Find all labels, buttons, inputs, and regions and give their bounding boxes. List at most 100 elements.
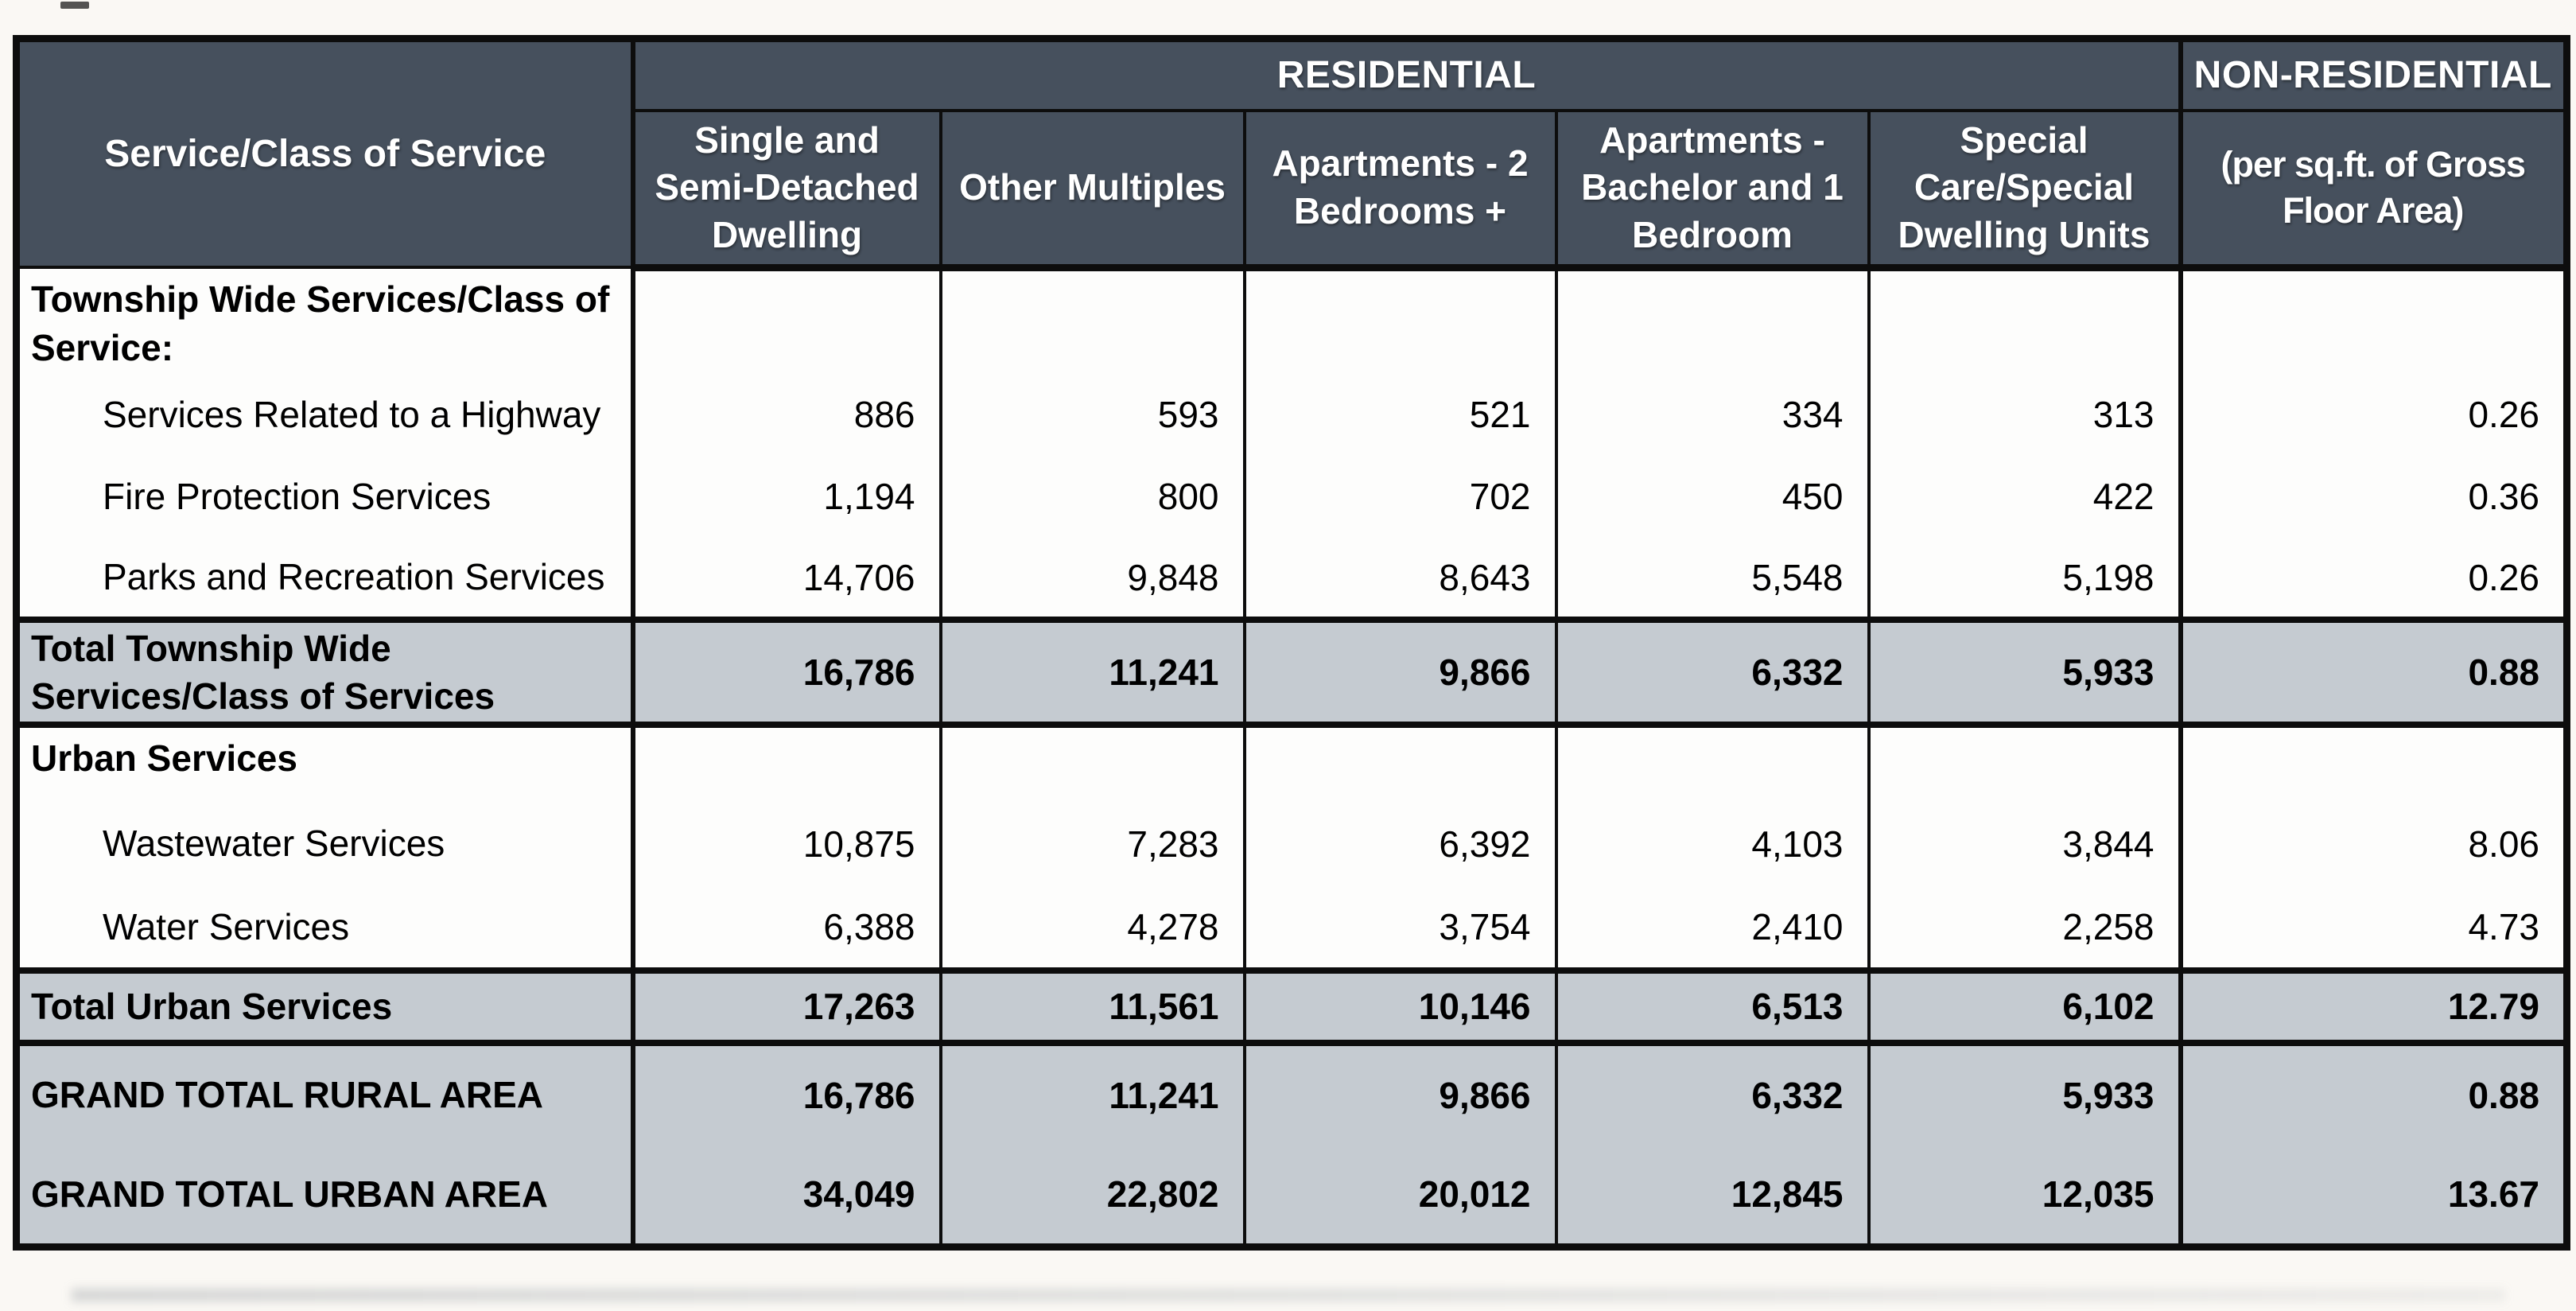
value-cell [1242, 725, 1556, 802]
column-header-single-semi: Single and Semi-Detached Dwelling [632, 110, 941, 271]
value-cell: 6,513 [1554, 967, 1869, 1046]
row-fire-protection: Fire Protection Services 1,194 800 702 4… [16, 455, 2567, 538]
row-label-cell: Fire Protection Services [16, 455, 635, 538]
value-cell: 8.06 [2178, 801, 2567, 886]
corner-header-cell: Service/Class of Service [16, 38, 635, 270]
column-header-apartments-bachelor: Apartments - Bachelor and 1 Bedroom [1554, 110, 1869, 271]
value-cell [1554, 725, 1869, 802]
development-charges-table: Service/Class of Service RESIDENTIAL NON… [13, 35, 2570, 1251]
value-cell: 0.88 [2178, 1039, 2567, 1145]
value-cell: 593 [938, 373, 1245, 456]
scan-artifact-bottom [72, 1289, 2505, 1301]
row-label-cell: Parks and Recreation Services [16, 537, 635, 620]
row-urban-services-section: Urban Services [16, 725, 2567, 802]
value-cell: 1,194 [631, 455, 941, 538]
value-cell: 14,706 [631, 537, 941, 620]
value-cell: 22,802 [938, 1144, 1245, 1247]
value-cell [631, 267, 941, 374]
value-cell: 0.26 [2178, 373, 2567, 456]
value-cell: 16,786 [631, 1039, 941, 1145]
value-cell: 4.73 [2178, 885, 2567, 971]
value-cell: 9,866 [1242, 617, 1556, 729]
row-total-urban-services: Total Urban Services 17,263 11,561 10,14… [16, 967, 2567, 1046]
value-cell [1554, 267, 1869, 374]
value-cell: 313 [1867, 373, 2181, 456]
value-cell: 6,332 [1554, 617, 1869, 729]
row-label-cell: Wastewater Services [16, 801, 635, 886]
value-cell: 9,866 [1242, 1039, 1556, 1145]
value-cell: 800 [938, 455, 1245, 538]
row-total-township-wide: Total Township Wide Services/Class of Se… [16, 617, 2567, 729]
row-label-cell: GRAND TOTAL URBAN AREA [16, 1144, 635, 1247]
value-cell [1242, 267, 1556, 374]
column-header-non-residential-rate: (per sq.ft. of Gross Floor Area) [2178, 110, 2567, 271]
value-cell: 3,754 [1242, 885, 1556, 971]
value-cell: 10,875 [631, 801, 941, 886]
value-cell: 11,241 [938, 1039, 1245, 1145]
value-cell: 2,258 [1867, 885, 2181, 971]
value-cell: 422 [1867, 455, 2181, 538]
value-cell: 702 [1242, 455, 1556, 538]
value-cell: 0.26 [2178, 537, 2567, 620]
value-cell: 8,643 [1242, 537, 1556, 620]
value-cell [1867, 725, 2181, 802]
value-cell: 0.36 [2178, 455, 2567, 538]
scan-artifact-top [60, 2, 89, 9]
row-township-wide-section: Township Wide Services/Class of Service: [16, 267, 2567, 374]
value-cell [938, 725, 1245, 802]
value-cell: 5,933 [1867, 617, 2181, 729]
row-label-cell: Services Related to a Highway [16, 373, 635, 456]
value-cell: 5,933 [1867, 1039, 2181, 1145]
value-cell [938, 267, 1245, 374]
value-cell: 11,241 [938, 617, 1245, 729]
header-group-row: Service/Class of Service RESIDENTIAL NON… [16, 38, 2567, 270]
residential-group-header: RESIDENTIAL [631, 38, 2181, 112]
value-cell: 6,102 [1867, 967, 2181, 1046]
value-cell: 16,786 [631, 617, 941, 729]
value-cell: 3,844 [1867, 801, 2181, 886]
value-cell: 7,283 [938, 801, 1245, 886]
column-header-special-care: Special Care/Special Dwelling Units [1867, 110, 2181, 271]
value-cell: 334 [1554, 373, 1869, 456]
row-label-cell: Urban Services [16, 725, 635, 802]
row-parks-recreation: Parks and Recreation Services 14,706 9,8… [16, 537, 2567, 620]
value-cell: 521 [1242, 373, 1556, 456]
header-columns-row: Single and Semi-Detached Dwelling Other … [17, 110, 2567, 271]
row-grand-total-rural: GRAND TOTAL RURAL AREA 16,786 11,241 9,8… [16, 1039, 2567, 1145]
table-header: Service/Class of Service RESIDENTIAL NON… [16, 38, 2567, 271]
value-cell: 886 [631, 373, 941, 456]
value-cell: 5,198 [1867, 537, 2181, 620]
row-label-cell: Total Township Wide Services/Class of Se… [16, 617, 635, 729]
value-cell: 10,146 [1242, 967, 1556, 1046]
value-cell [631, 725, 941, 802]
value-cell: 12,845 [1554, 1144, 1869, 1247]
value-cell: 5,548 [1554, 537, 1869, 620]
value-cell: 2,410 [1554, 885, 1869, 971]
value-cell [2178, 725, 2567, 802]
value-cell: 12,035 [1867, 1144, 2181, 1247]
value-cell: 4,103 [1554, 801, 1869, 886]
row-wastewater-services: Wastewater Services 10,875 7,283 6,392 4… [16, 801, 2567, 886]
value-cell: 13.67 [2178, 1144, 2567, 1247]
row-label-cell: GRAND TOTAL RURAL AREA [16, 1039, 635, 1145]
value-cell: 20,012 [1242, 1144, 1556, 1247]
row-grand-total-urban: GRAND TOTAL URBAN AREA 34,049 22,802 20,… [16, 1144, 2567, 1247]
value-cell [2178, 267, 2567, 374]
value-cell: 9,848 [938, 537, 1245, 620]
value-cell: 450 [1554, 455, 1869, 538]
value-cell: 17,263 [631, 967, 941, 1046]
value-cell: 6,392 [1242, 801, 1556, 886]
row-services-highway: Services Related to a Highway 886 593 52… [16, 373, 2567, 456]
value-cell: 12.79 [2178, 967, 2567, 1046]
value-cell: 11,561 [938, 967, 1245, 1046]
value-cell: 0.88 [2178, 617, 2567, 729]
value-cell: 4,278 [938, 885, 1245, 971]
non-residential-group-header: NON-RESIDENTIAL [2178, 38, 2567, 112]
value-cell: 6,332 [1554, 1039, 1869, 1145]
table-body: Township Wide Services/Class of Service:… [16, 267, 2567, 1247]
column-header-apartments-2br: Apartments - 2 Bedrooms + [1242, 110, 1556, 271]
column-header-other-multiples: Other Multiples [938, 110, 1245, 271]
row-label-cell: Water Services [16, 885, 635, 971]
value-cell [1867, 267, 2181, 374]
